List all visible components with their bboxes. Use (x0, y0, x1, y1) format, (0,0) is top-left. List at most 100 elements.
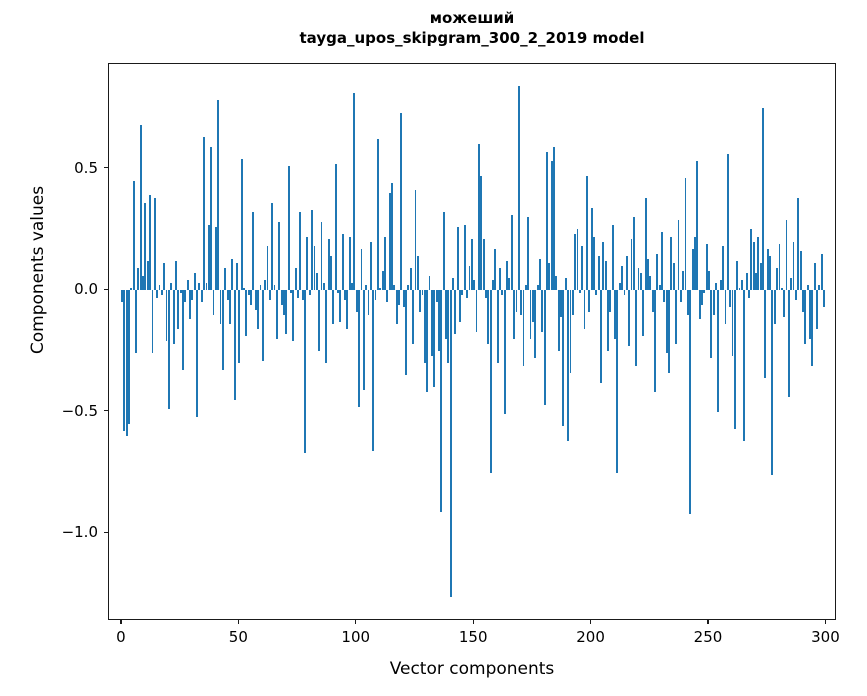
x-tick-mark (589, 620, 592, 624)
bar (142, 275, 144, 291)
bar (541, 290, 544, 332)
bar (243, 287, 245, 291)
bar (656, 253, 659, 291)
bar (628, 290, 631, 347)
chart-title-line-2: tayga_upos_skipgram_300_2_2019 model (299, 29, 645, 47)
bar (585, 175, 588, 291)
bar (668, 290, 671, 373)
y-tick-mark (104, 166, 108, 169)
bar (266, 246, 269, 291)
bar (139, 124, 142, 291)
bar (682, 270, 685, 291)
bar (538, 258, 541, 291)
bar (426, 290, 429, 393)
bar (236, 263, 238, 291)
bar (745, 273, 748, 291)
bar (590, 207, 593, 291)
bar (416, 256, 419, 291)
bar (557, 290, 560, 351)
bar (311, 209, 314, 291)
bar (816, 290, 818, 330)
x-axis-label: Vector components (389, 659, 555, 679)
bar (257, 290, 260, 330)
bar (264, 280, 267, 291)
bar (703, 290, 706, 293)
bar (736, 261, 739, 291)
bar (470, 239, 473, 291)
bar (409, 268, 412, 291)
bar (322, 282, 325, 291)
bar (252, 212, 255, 291)
bar (149, 195, 152, 291)
bar (259, 285, 262, 291)
bar (358, 290, 361, 407)
bar (630, 239, 633, 291)
bar (480, 175, 483, 291)
x-tick-label: 250 (693, 628, 723, 646)
bar (214, 226, 217, 291)
bar (724, 290, 727, 325)
bar (179, 290, 182, 293)
x-tick-label: 150 (458, 628, 488, 646)
bar (679, 290, 682, 303)
bar (522, 290, 525, 366)
bar (463, 224, 466, 291)
bar (637, 268, 640, 291)
bar (818, 285, 821, 291)
bar (484, 290, 487, 298)
bar (684, 178, 687, 291)
bar (299, 212, 302, 291)
bar (809, 290, 811, 339)
bar (306, 236, 309, 291)
bar (435, 290, 438, 303)
bar (447, 290, 450, 364)
bar (595, 290, 598, 296)
bar (609, 290, 612, 313)
bar (715, 282, 717, 291)
bar (442, 212, 445, 291)
bar (524, 285, 527, 291)
bar (799, 251, 802, 291)
bar (240, 158, 243, 291)
bar (339, 290, 342, 322)
bar (790, 278, 793, 291)
y-tick-mark (104, 410, 108, 412)
bar (635, 290, 638, 366)
bar (318, 290, 321, 351)
bar (503, 290, 506, 415)
bar (231, 258, 234, 291)
bar (647, 258, 649, 291)
bar (393, 285, 396, 291)
bar (581, 246, 584, 291)
bar (125, 290, 128, 437)
bar (459, 290, 462, 322)
bar (383, 236, 386, 291)
bar (804, 290, 807, 344)
bar (245, 290, 248, 337)
bar (151, 290, 154, 354)
bar (449, 290, 452, 597)
bar (785, 219, 788, 291)
bar (315, 273, 318, 291)
bar (797, 197, 800, 291)
bar (207, 224, 210, 291)
bar (198, 282, 201, 291)
bar (414, 190, 417, 291)
bar (576, 229, 579, 291)
bar (332, 290, 335, 325)
bar (705, 243, 708, 291)
bar (506, 261, 508, 291)
bar (708, 270, 710, 291)
bar (196, 290, 198, 417)
bar (658, 285, 661, 291)
bar (189, 290, 191, 320)
bar (468, 265, 471, 291)
bar (391, 183, 393, 291)
bar (430, 290, 433, 356)
bar (402, 290, 405, 308)
bar (158, 285, 161, 291)
bar (341, 234, 344, 291)
bar (167, 290, 170, 410)
y-tick-label: −1.0 (61, 523, 98, 542)
bar (747, 290, 750, 298)
